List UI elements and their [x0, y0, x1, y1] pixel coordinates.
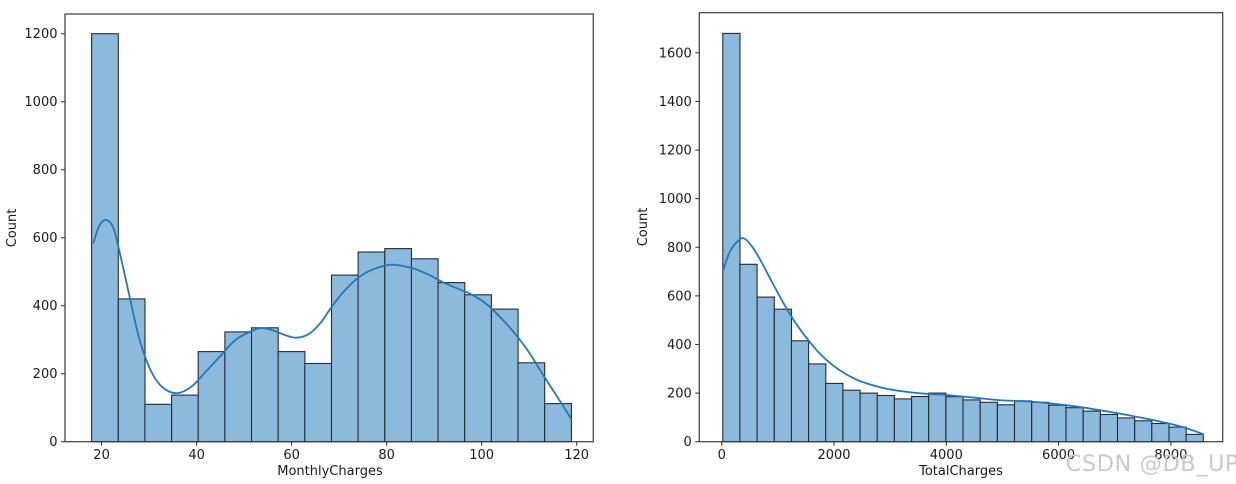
y-tick-label: 800 [33, 163, 58, 178]
histogram-bar [911, 395, 930, 443]
histogram-bar [962, 399, 981, 443]
histogram-bar [171, 394, 199, 443]
histogram-bar [808, 363, 827, 443]
histogram-bar [1048, 404, 1067, 443]
histogram-bar [1065, 407, 1084, 443]
histogram-bar [1116, 417, 1136, 443]
y-axis-label-count-left: Count [5, 209, 20, 248]
histogram-bar [304, 362, 333, 443]
plot-border [698, 12, 1224, 443]
x-axis-label-monthlycharges: MonthlyCharges [277, 464, 383, 479]
histogram-bar [825, 382, 844, 443]
x-tick-label: 8000 [1154, 448, 1187, 463]
kde-curve [721, 237, 1205, 436]
histogram-bar [739, 263, 758, 443]
histogram-bar [773, 308, 793, 443]
watermark: CSDN @DB_UP [1066, 451, 1236, 477]
y-axis-label-count-right: Count [636, 208, 651, 247]
histogram-bar [410, 258, 439, 443]
histogram-bar [722, 32, 741, 443]
x-tick-label: 2000 [817, 448, 850, 463]
kde-curve [92, 219, 572, 420]
y-tick-label: 600 [33, 231, 58, 246]
histogram-bar [464, 294, 492, 443]
total-charges-chart: 0 2000 4000 6000 8000 0 200 400 600 800 1000 1200 14… [659, 12, 1224, 463]
y-tick-label: 200 [33, 367, 58, 382]
y-tick-label: 600 [667, 289, 692, 304]
histogram-bar [1151, 422, 1170, 443]
x-tick-label: 6000 [1042, 448, 1075, 463]
histogram-bar [1168, 426, 1187, 443]
x-tick-label: 40 [188, 448, 205, 463]
histogram-bar [1099, 413, 1119, 443]
histogram-bar [1013, 400, 1033, 443]
histogram-bar [144, 403, 173, 443]
histogram-bar [842, 389, 861, 443]
histogram-bar [1134, 420, 1153, 443]
histogram-bar [224, 331, 253, 443]
x-tick-label: 80 [378, 448, 395, 463]
histogram-bar [330, 274, 359, 443]
histogram-bar [996, 404, 1016, 443]
histogram-bar [250, 327, 279, 443]
x-tick-label: 4000 [930, 448, 963, 463]
histogram-bar [859, 392, 878, 443]
y-tick-label: 400 [667, 338, 692, 353]
y-tick-label: 1000 [659, 192, 692, 207]
histogram-bar [437, 282, 466, 443]
histogram-bar [790, 340, 810, 443]
histogram-bar [544, 403, 572, 443]
y-tick-label: 0 [49, 435, 57, 450]
histogram-bar [1031, 401, 1050, 443]
x-axis-label-totalcharges: TotalCharges [918, 464, 1003, 479]
histogram-bar [893, 398, 913, 443]
x-tick-label: 20 [93, 448, 110, 463]
histogram-bar [357, 251, 386, 443]
histogram-bar [384, 248, 413, 443]
plot-border [64, 13, 594, 443]
histogram-bar [928, 392, 947, 443]
histogram-bar [1082, 410, 1101, 443]
histogram-bar [277, 351, 306, 443]
y-tick-label: 400 [33, 299, 58, 314]
histogram-bar [490, 308, 519, 443]
y-tick-label: 0 [684, 435, 692, 450]
histogram-bar [517, 362, 546, 443]
histogram-bar [945, 396, 964, 443]
histogram-bar [876, 394, 895, 443]
histogram-bar [91, 33, 119, 443]
y-tick-label: 1400 [659, 95, 692, 110]
histogram-bar [979, 401, 998, 443]
y-tick-label: 200 [667, 387, 692, 402]
x-tick-label: 0 [718, 448, 726, 463]
histogram-bar [756, 296, 775, 443]
y-tick-label: 1200 [24, 27, 57, 42]
histogram-bar [117, 298, 146, 443]
histogram-bar [1185, 433, 1204, 443]
x-tick-label: 100 [469, 448, 494, 463]
y-tick-label: 1000 [24, 95, 57, 110]
y-tick-label: 1600 [659, 46, 692, 61]
y-tick-label: 1200 [659, 144, 692, 159]
x-tick-label: 120 [564, 448, 589, 463]
x-tick-label: 60 [283, 448, 300, 463]
y-tick-label: 800 [667, 241, 692, 256]
